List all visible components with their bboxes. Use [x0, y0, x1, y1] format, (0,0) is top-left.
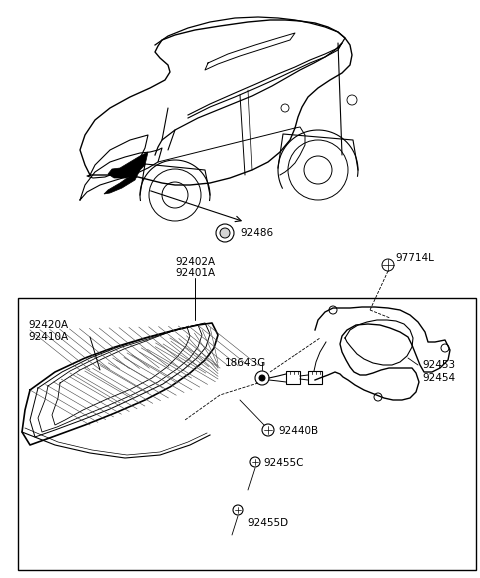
Polygon shape [104, 170, 140, 194]
Bar [308, 371, 322, 384]
Text: 92455C: 92455C [263, 458, 303, 468]
Text: 92486: 92486 [240, 228, 273, 238]
Text: 97714L: 97714L [395, 253, 434, 263]
Bar [18, 298, 476, 570]
Text: 92440B: 92440B [278, 426, 318, 436]
Text: 92455D: 92455D [247, 518, 288, 528]
Polygon shape [108, 152, 148, 178]
Circle shape [259, 375, 265, 381]
Text: 18643G: 18643G [224, 358, 265, 368]
Text: 92454: 92454 [422, 373, 455, 383]
Text: 92420A: 92420A [28, 320, 68, 330]
Bar [286, 371, 300, 384]
Text: 92401A: 92401A [175, 268, 215, 278]
Circle shape [220, 228, 230, 238]
Text: 92402A: 92402A [175, 257, 215, 267]
Text: 92453: 92453 [422, 360, 455, 370]
Text: 92410A: 92410A [28, 332, 68, 342]
